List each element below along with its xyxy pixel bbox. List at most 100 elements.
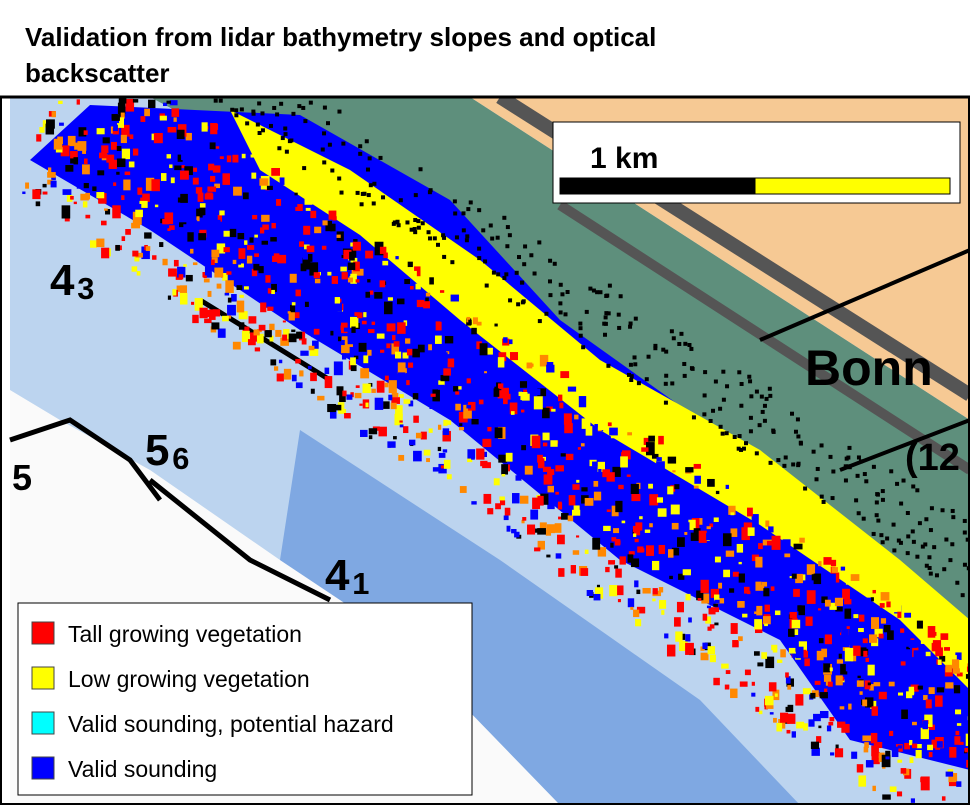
speckle-dot (63, 189, 72, 195)
speckle-dot (916, 750, 922, 758)
map-label: 4 (325, 551, 350, 600)
speckle-dot (909, 640, 917, 648)
speckle-dot (90, 240, 97, 247)
speckle-dot (604, 315, 608, 319)
speckle-dot (558, 395, 562, 402)
speckle-dot (854, 498, 858, 502)
speckle-dot (537, 528, 546, 535)
speckle-dot (631, 484, 639, 494)
speckle-dot (358, 144, 362, 148)
speckle-dot (431, 394, 436, 397)
speckle-dot (129, 161, 135, 167)
speckle-dot (336, 405, 341, 411)
speckle-dot (242, 154, 246, 158)
speckle-dot (264, 330, 271, 337)
speckle-dot (249, 316, 257, 323)
speckle-dot (732, 640, 739, 647)
speckle-dot (277, 146, 281, 150)
speckle-dot (738, 636, 743, 641)
speckle-dot (346, 394, 352, 399)
speckle-dot (558, 517, 561, 520)
speckle-dot (191, 302, 194, 305)
title-line: Validation from lidar bathymetry slopes … (25, 22, 656, 52)
speckle-dot (897, 612, 901, 618)
speckle-dot (356, 385, 360, 388)
speckle-dot (529, 253, 533, 257)
speckle-dot (767, 541, 772, 546)
speckle-dot (648, 484, 653, 489)
speckle-dot (427, 230, 431, 234)
speckle-dot (749, 416, 753, 420)
speckle-dot (325, 368, 330, 374)
speckle-dot (875, 492, 879, 496)
speckle-dot (234, 113, 238, 117)
speckle-dot (566, 290, 570, 294)
speckle-dot (683, 497, 689, 505)
speckle-dot (635, 619, 641, 626)
speckle-dot (542, 408, 550, 419)
speckle-dot (93, 139, 101, 147)
speckle-dot (46, 119, 55, 128)
speckle-dot (369, 428, 377, 434)
speckle-dot (707, 627, 711, 631)
speckle-dot (455, 235, 459, 239)
speckle-dot (534, 396, 543, 409)
speckle-dot (174, 165, 181, 170)
speckle-dot (98, 200, 103, 203)
speckle-dot (744, 441, 748, 445)
speckle-dot (328, 244, 337, 256)
speckle-dot (252, 112, 256, 116)
speckle-dot (516, 302, 520, 306)
speckle-dot (348, 332, 356, 345)
title-line: backscatter (25, 58, 170, 88)
speckle-dot (691, 367, 695, 371)
speckle-dot (299, 370, 303, 376)
speckle-dot (342, 391, 346, 397)
speckle-dot (868, 665, 875, 676)
speckle-dot (944, 647, 950, 651)
speckle-dot (380, 350, 384, 353)
speckle-dot (784, 455, 788, 459)
scale-label: 1 km (590, 142, 658, 175)
speckle-dot (700, 496, 708, 501)
speckle-dot (948, 558, 952, 562)
speckle-dot (818, 608, 821, 610)
speckle-dot (890, 786, 897, 792)
speckle-dot (314, 272, 320, 278)
speckle-dot (799, 442, 803, 446)
speckle-dot (399, 198, 403, 202)
speckle-dot (828, 455, 832, 459)
speckle-dot (910, 757, 914, 763)
speckle-dot (619, 556, 625, 564)
speckle-dot (638, 548, 644, 552)
speckle-dot (84, 159, 88, 165)
speckle-dot (192, 220, 198, 228)
speckle-dot (775, 618, 780, 622)
speckle-dot (858, 775, 866, 786)
speckle-dot (99, 153, 107, 159)
speckle-dot (869, 634, 877, 643)
speckle-dot (121, 195, 124, 200)
speckle-dot (161, 173, 166, 181)
speckle-dot (683, 374, 687, 378)
speckle-dot (608, 422, 612, 426)
speckle-dot (881, 618, 886, 623)
speckle-dot (277, 374, 284, 382)
speckle-dot (377, 381, 385, 393)
speckle-dot (945, 665, 952, 673)
speckle-dot (885, 653, 890, 659)
speckle-dot (360, 368, 369, 378)
speckle-dot (283, 127, 287, 131)
speckle-dot (281, 136, 285, 140)
speckle-dot (368, 156, 372, 160)
speckle-dot (259, 178, 268, 185)
speckle-dot (710, 655, 716, 663)
speckle-dot (775, 693, 778, 696)
speckle-dot (795, 694, 803, 705)
speckle-dot (441, 375, 450, 381)
speckle-dot (951, 515, 955, 519)
speckle-dot (291, 112, 295, 116)
speckle-dot (192, 315, 198, 323)
speckle-dot (122, 236, 126, 241)
speckle-dot (341, 142, 345, 146)
